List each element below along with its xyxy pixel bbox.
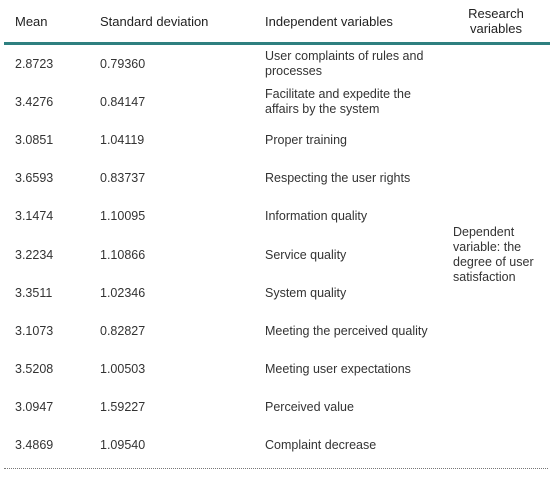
table-cell: 1.59227 bbox=[100, 400, 146, 415]
table-cell: 3.5208 bbox=[15, 362, 54, 377]
table-row: 3.0947 1.59227 Perceived value bbox=[4, 389, 550, 427]
table-cell: 3.2234 bbox=[15, 247, 54, 262]
table-cell: Complaint decrease bbox=[265, 438, 377, 453]
table-cell: Proper training bbox=[265, 132, 347, 147]
table-row: 3.1474 1.10095 Information quality bbox=[4, 198, 550, 236]
header-cell: Standard deviation bbox=[89, 0, 254, 45]
table-row: 3.5208 1.00503 Meeting user expectations bbox=[4, 351, 550, 389]
table-cell: Perceived value bbox=[265, 400, 354, 415]
table-cell: 1.10866 bbox=[100, 247, 146, 262]
table-cell: Facilitate and expedite the affairs by t… bbox=[265, 87, 411, 117]
table-cell: 3.3511 bbox=[15, 285, 53, 300]
table-body: 2.8723 0.79360 User complaints of rules an… bbox=[4, 44, 550, 466]
table-cell: 2.8723 bbox=[15, 56, 54, 71]
table-row: 3.1073 0.82827 Meeting the perceived quali… bbox=[4, 312, 550, 350]
table-row: 3.2234 1.10866 Service quality bbox=[4, 236, 550, 274]
table-header: Mean Standard deviation Independent vari… bbox=[4, 0, 550, 45]
table-cell: 0.84147 bbox=[100, 94, 146, 109]
table-cell: 1.04119 bbox=[100, 132, 145, 147]
header-cell: Independent variables bbox=[254, 0, 442, 45]
bottom-rule bbox=[4, 468, 548, 469]
table-cell: Meeting the perceived quality bbox=[265, 323, 428, 338]
header-cell: Research variables bbox=[442, 0, 550, 45]
table-row: 3.4276 0.84147 Facilitate and expedite the… bbox=[4, 83, 550, 121]
table-cell: 1.00503 bbox=[100, 362, 146, 377]
table-row: 3.3511 1.02346 System quality bbox=[4, 274, 550, 312]
header-row: Mean Standard deviation Independent vari… bbox=[4, 0, 550, 45]
table-cell: 1.10095 bbox=[100, 209, 146, 224]
table-cell: 3.0947 bbox=[15, 400, 54, 415]
table-cell: 3.4869 bbox=[15, 438, 54, 453]
table-cell: 1.09540 bbox=[100, 438, 146, 453]
research-variable-cell: Dependent variable: the degree of user s… bbox=[453, 225, 534, 285]
table-cell: 3.0851 bbox=[15, 132, 54, 147]
table-cell: System quality bbox=[265, 285, 347, 300]
table-cell: Meeting user expectations bbox=[265, 362, 411, 377]
table-cell: 0.83737 bbox=[100, 171, 146, 186]
header-cell: Mean bbox=[4, 0, 89, 45]
table-cell: 3.4276 bbox=[15, 94, 54, 109]
table-cell: 1.02346 bbox=[100, 285, 146, 300]
results-table: Mean Standard deviation Independent vari… bbox=[4, 0, 550, 465]
table-cell: 3.6593 bbox=[15, 171, 54, 186]
table-cell: Service quality bbox=[265, 247, 347, 262]
table-cell: 0.79360 bbox=[100, 56, 146, 71]
table-cell: Respecting the user rights bbox=[265, 171, 411, 186]
table-cell: 3.1073 bbox=[15, 323, 54, 338]
table-row: 3.0851 1.04119 Proper training bbox=[4, 121, 550, 159]
table-row: 3.6593 0.83737 Respecting the user rights bbox=[4, 160, 550, 198]
table-cell: 0.82827 bbox=[100, 323, 146, 338]
table-cell: Information quality bbox=[265, 209, 368, 224]
table-row: 3.4869 1.09540 Complaint decrease bbox=[4, 427, 550, 465]
table-cell: 3.1474 bbox=[15, 209, 54, 224]
table-cell: User complaints of rules and processes bbox=[265, 49, 424, 79]
table-row: 2.8723 0.79360 User complaints of rules an… bbox=[4, 44, 550, 284]
